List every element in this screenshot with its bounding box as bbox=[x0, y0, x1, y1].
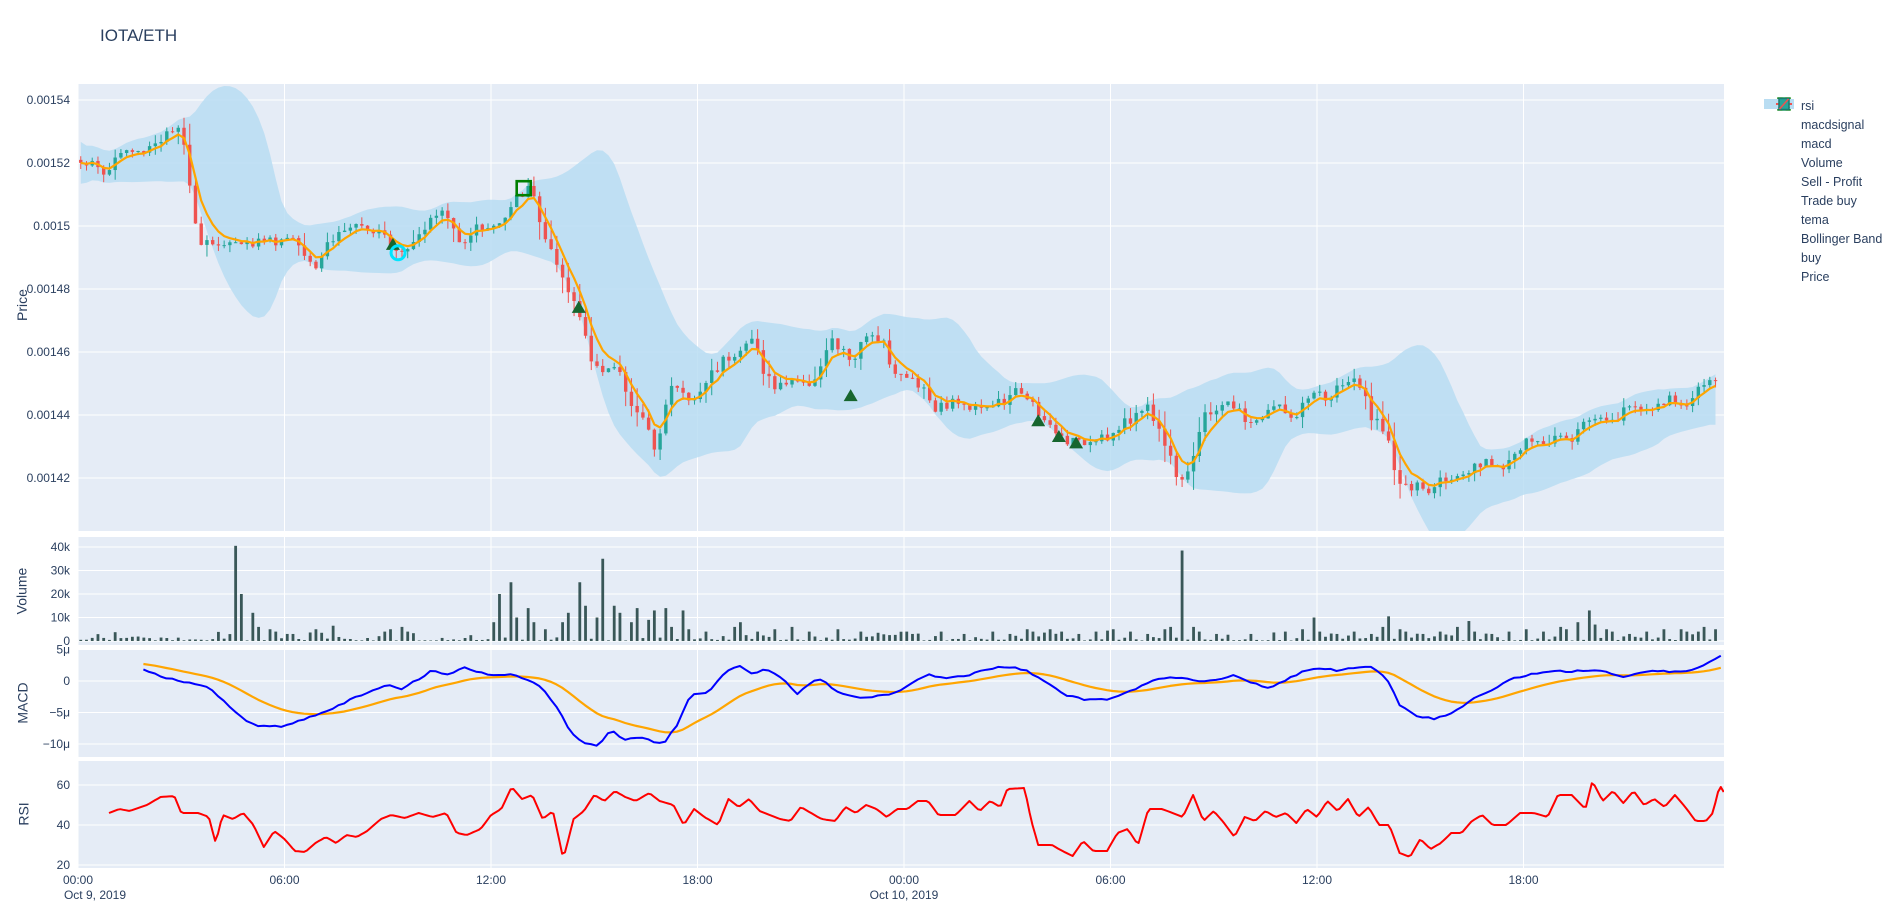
svg-text:0.00146: 0.00146 bbox=[27, 345, 71, 359]
svg-text:0: 0 bbox=[63, 634, 70, 648]
bollinger-band-icon bbox=[1762, 99, 1796, 247]
macd-line-icon bbox=[1762, 102, 1796, 152]
svg-text:00:00: 00:00 bbox=[889, 873, 919, 887]
svg-text:Oct 9, 2019: Oct 9, 2019 bbox=[64, 888, 126, 902]
rsi-panel[interactable] bbox=[108, 782, 1724, 858]
svg-text:0.00148: 0.00148 bbox=[27, 282, 71, 296]
macdsignal-line-icon bbox=[1762, 102, 1796, 133]
svg-text:20: 20 bbox=[57, 858, 71, 872]
legend-item-tema[interactable]: tema bbox=[1762, 102, 1888, 229]
svg-text:20k: 20k bbox=[51, 587, 71, 601]
svg-text:0.0015: 0.0015 bbox=[33, 219, 70, 233]
svg-text:0.00144: 0.00144 bbox=[27, 408, 71, 422]
legend-item-buy[interactable]: buy bbox=[1762, 99, 1888, 267]
buy-triangle-icon bbox=[1762, 99, 1796, 266]
legend: rsi macdsignal macd Volume Sell - Profit… bbox=[1762, 96, 1888, 286]
trade-buy-circle-icon bbox=[1762, 97, 1796, 209]
axis-labels: 0.00154 0.00152 0.0015 0.00148 0.00146 0.0014… bbox=[27, 93, 1539, 902]
svg-text:10k: 10k bbox=[51, 611, 71, 625]
legend-item-macd[interactable]: macd bbox=[1762, 102, 1888, 153]
tema-line-icon bbox=[1762, 102, 1796, 228]
legend-item-bollinger[interactable]: Bollinger Band bbox=[1762, 99, 1888, 248]
legend-item-price[interactable]: Price bbox=[1762, 97, 1888, 286]
svg-text:18:00: 18:00 bbox=[1508, 873, 1538, 887]
svg-text:−10μ: −10μ bbox=[43, 737, 70, 751]
volume-panel[interactable] bbox=[79, 545, 1717, 641]
svg-text:06:00: 06:00 bbox=[1095, 873, 1125, 887]
page-title: IOTA/ETH bbox=[100, 26, 178, 45]
svg-text:0.00152: 0.00152 bbox=[27, 156, 71, 170]
svg-text:5μ: 5μ bbox=[56, 643, 70, 657]
volume-square-icon bbox=[1762, 98, 1796, 171]
svg-text:18:00: 18:00 bbox=[682, 873, 712, 887]
sell-profit-square-icon bbox=[1762, 97, 1796, 190]
svg-text:12:00: 12:00 bbox=[1302, 873, 1332, 887]
gridlines bbox=[77, 84, 1724, 868]
svg-text:0.00142: 0.00142 bbox=[27, 471, 71, 485]
macd-panel[interactable] bbox=[142, 654, 1722, 747]
legend-item-trade-buy[interactable]: Trade buy bbox=[1762, 97, 1888, 210]
svg-text:40: 40 bbox=[57, 818, 71, 832]
svg-text:0: 0 bbox=[63, 674, 70, 688]
legend-item-sell-profit[interactable]: Sell - Profit bbox=[1762, 97, 1888, 191]
svg-text:−5μ: −5μ bbox=[49, 706, 70, 720]
svg-text:00:00: 00:00 bbox=[63, 873, 93, 887]
svg-text:Oct 10, 2019: Oct 10, 2019 bbox=[870, 888, 939, 902]
svg-text:06:00: 06:00 bbox=[269, 873, 299, 887]
svg-text:12:00: 12:00 bbox=[476, 873, 506, 887]
legend-item-volume[interactable]: Volume bbox=[1762, 98, 1888, 172]
legend-item-macdsignal[interactable]: macdsignal bbox=[1762, 102, 1888, 134]
svg-text:40k: 40k bbox=[51, 540, 71, 554]
svg-text:0.00154: 0.00154 bbox=[27, 93, 71, 107]
svg-text:30k: 30k bbox=[51, 564, 71, 578]
price-candle-icon bbox=[1762, 97, 1796, 285]
svg-text:60: 60 bbox=[57, 778, 71, 792]
price-panel[interactable] bbox=[79, 86, 1718, 543]
